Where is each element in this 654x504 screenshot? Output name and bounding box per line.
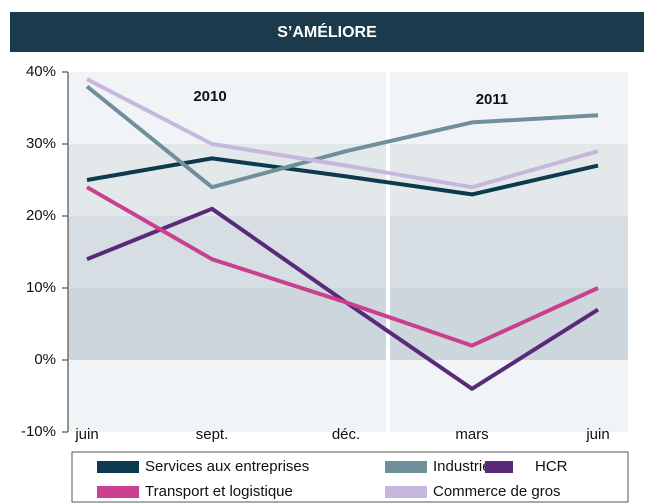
y-tick-label: -10% [21,423,56,440]
legend-label: HCR [535,458,568,475]
x-tick-label: déc. [332,426,360,443]
legend-swatch [97,486,139,498]
y-tick-label: 10% [26,279,56,296]
legend-swatch [97,461,139,473]
annotation: 2010 [193,88,226,105]
annotation: 2011 [476,91,509,108]
legend [71,451,629,503]
x-tick-label: juin [74,426,98,443]
y-tick-label: 30% [26,135,56,152]
y-tick-label: 20% [26,207,56,224]
legend-label: Commerce de gros [433,483,561,500]
legend-label: Services aux entreprises [145,458,309,475]
x-tick-label: mars [455,426,488,443]
series-line [86,77,599,190]
series-line [86,156,599,197]
x-tick-label: sept. [196,426,229,443]
legend-label: Industrie [433,458,491,475]
title-bar [10,12,644,52]
series-line [86,185,599,348]
legend-swatch [385,461,427,473]
series-line [85,84,599,190]
legend-swatch [485,461,513,473]
x-tick-label: juin [585,426,609,443]
band [68,144,628,216]
chart-title: S’AMÉLIORE [277,22,377,41]
year-separator [386,72,390,432]
y-tick-label: 0% [34,351,56,368]
band [68,288,628,360]
y-tick-label: 40% [26,63,56,80]
legend-swatch [385,486,427,498]
legend-label: Transport et logistique [145,483,293,500]
